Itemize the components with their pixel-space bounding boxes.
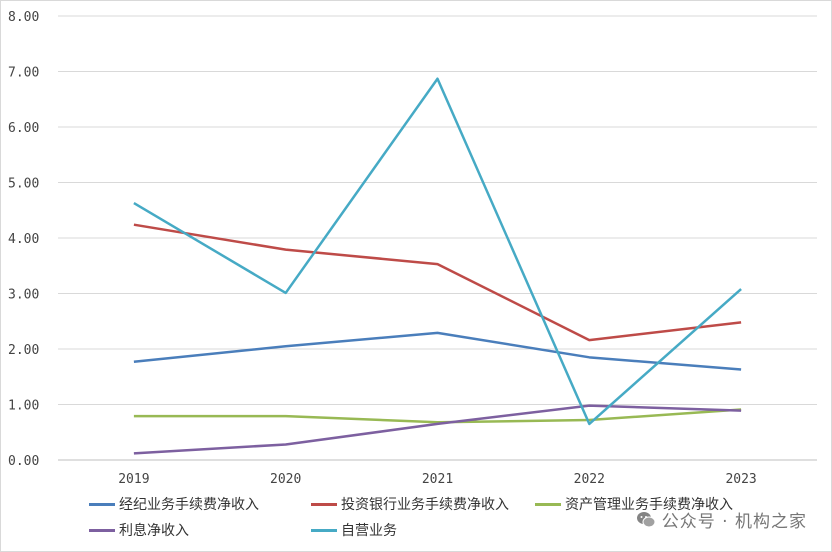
watermark: 公众号 · 机构之家 — [636, 507, 807, 532]
y-tick-label: 4.00 — [8, 232, 39, 247]
legend-item: 自营业务 — [311, 519, 397, 541]
y-axis-ticks: 0.00 1.00 2.00 3.00 4.00 5.00 6.00 7.00 8.00 — [8, 10, 39, 469]
y-tick-label: 1.00 — [8, 399, 39, 414]
watermark-text: 公众号 · 机构之家 — [661, 512, 807, 532]
legend-item: 经纪业务手续费净收入 — [89, 493, 259, 515]
legend-label: 资产管理业务手续费净收入 — [565, 497, 733, 513]
x-axis-ticks: 2019 2020 2021 2022 2023 — [118, 472, 757, 487]
line-chart: 0.00 1.00 2.00 3.00 4.00 5.00 6.00 7.00 8.00 201… — [8, 10, 817, 487]
legend-swatch — [89, 528, 115, 532]
series-line-0 — [133, 331, 742, 371]
y-tick-label: 2.00 — [8, 343, 39, 358]
y-tick-label: 5.00 — [8, 177, 39, 192]
y-tick-label: 7.00 — [8, 66, 39, 81]
x-tick-label: 2019 — [118, 472, 149, 487]
legend-swatch — [311, 502, 337, 506]
legend-swatch — [311, 528, 337, 532]
legend-swatch — [89, 502, 115, 506]
legend-label: 自营业务 — [341, 523, 397, 539]
legend-label: 投资银行业务手续费净收入 — [341, 497, 509, 513]
series-line-2 — [133, 408, 742, 424]
x-tick-label: 2020 — [270, 472, 301, 487]
y-tick-label: 3.00 — [8, 288, 39, 303]
series-line-3 — [133, 404, 742, 455]
legend-swatch — [535, 502, 561, 506]
x-tick-label: 2023 — [725, 472, 756, 487]
legend-item: 利息净收入 — [89, 519, 189, 541]
x-tick-label: 2022 — [574, 472, 605, 487]
y-tick-label: 6.00 — [8, 121, 39, 136]
wechat-icon — [636, 511, 656, 527]
y-tick-label: 8.00 — [8, 10, 39, 25]
legend-label: 利息净收入 — [119, 523, 189, 539]
gridlines — [58, 15, 817, 461]
series-line-1 — [133, 223, 742, 342]
y-tick-label: 0.00 — [8, 454, 39, 469]
legend: 经纪业务手续费净收入 投资银行业务手续费净收入 资产管理业务手续费净收入利息净收入 自… — [89, 493, 809, 549]
series-lines — [133, 77, 742, 455]
legend-item: 投资银行业务手续费净收入 — [311, 493, 509, 515]
legend-item: 资产管理业务手续费净收入 — [535, 493, 733, 515]
legend-label: 经纪业务手续费净收入 — [119, 497, 259, 513]
x-tick-label: 2021 — [422, 472, 453, 487]
series-line-4 — [133, 77, 742, 426]
